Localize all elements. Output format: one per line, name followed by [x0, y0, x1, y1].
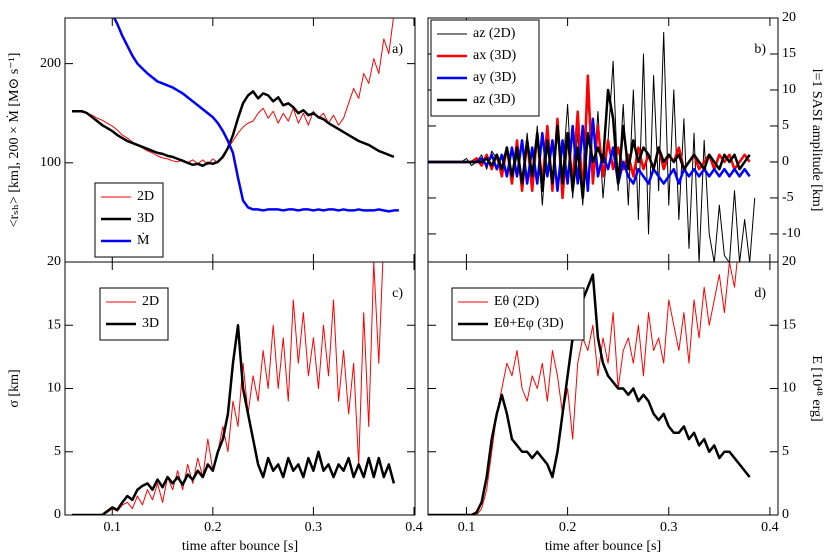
- legend-label: az (3D): [473, 92, 516, 107]
- x-tick-label: 0.2: [204, 520, 222, 535]
- legend: Eθ (2D) Eθ+Eφ (3D): [451, 287, 585, 341]
- y-tick-label: -10: [782, 226, 801, 241]
- series-line: [72, 324, 396, 515]
- plot-area: [72, 262, 396, 515]
- y-axis-label: σ [km]: [7, 369, 22, 407]
- legend-box: [99, 287, 169, 341]
- plot-area: [428, 262, 751, 515]
- series-line: [428, 273, 751, 515]
- y-tick-label: 20: [782, 254, 796, 269]
- y-tick-label: 5: [782, 118, 789, 133]
- y-tick-label: 15: [782, 317, 796, 332]
- series-line: [72, 18, 394, 166]
- y-tick-label: 5: [782, 444, 789, 459]
- legend-label: az (2D): [473, 26, 516, 41]
- legend-label: 3D: [142, 316, 159, 331]
- x-axis-label: time after bounce [s]: [545, 539, 661, 554]
- panel: 100 200 <rₛₕ> [km], 200 × Ṁ [M⊙ s⁻¹] a) 2D 3D…: [6, 17, 416, 263]
- series-line: [72, 90, 395, 168]
- plot-area: [428, 31, 756, 262]
- panel-label: b): [754, 42, 766, 57]
- y-axis-label: <rₛₕ> [km], 200 × Ṁ [M⊙ s⁻¹]: [6, 53, 22, 228]
- panel-label: d): [754, 286, 766, 301]
- x-tick-label: 0.3: [305, 520, 323, 535]
- y-axis-label: E [10⁴⁸ erg]: [809, 355, 824, 421]
- series-line: [428, 117, 751, 192]
- legend-label: ax (3D): [473, 48, 516, 63]
- series-line: [428, 262, 746, 515]
- series-line: [112, 18, 399, 213]
- panel: 0.1 0.2 0.3 0.4 0 5 10 15 20 σ [km] time after bou…: [7, 254, 423, 554]
- y-tick-label: 200: [40, 56, 61, 71]
- x-tick-label: 0.4: [761, 520, 779, 535]
- series-line: [72, 262, 384, 515]
- legend-label: Eθ+Eφ (3D): [494, 316, 564, 331]
- y-tick-label: 0: [782, 507, 789, 522]
- y-tick-label: 15: [782, 46, 796, 61]
- x-tick-label: 0.4: [405, 520, 423, 535]
- series-line: [428, 88, 751, 200]
- legend-label: Eθ (2D): [494, 294, 540, 309]
- x-tick-label: 0.2: [559, 520, 577, 535]
- y-tick-label: 10: [47, 381, 61, 396]
- legend-label: ay (3D): [473, 70, 516, 85]
- y-tick-label: 20: [47, 254, 61, 269]
- x-axis-label: time after bounce [s]: [182, 539, 298, 554]
- y-tick-label: 0: [54, 507, 61, 522]
- y-tick-label: 5: [54, 444, 61, 459]
- legend-label: Ṁ: [137, 232, 150, 248]
- legend-label: 2D: [137, 189, 154, 204]
- y-axis-label: l=1 SASI amplitude [km]: [809, 69, 824, 212]
- panel-label: c): [392, 286, 403, 301]
- y-tick-label: 20: [782, 10, 796, 25]
- legend: az (2D) ax (3D) ay (3D) az (3D): [430, 19, 540, 117]
- legend-box: [451, 287, 585, 341]
- y-tick-label: 10: [782, 381, 796, 396]
- panel: 0.1 0.2 0.3 0.40 5 10 15 20 E [10⁴⁸ erg] time aft…: [427, 254, 824, 554]
- legend: 2D 3D Ṁ: [94, 182, 164, 258]
- legend-label: 2D: [142, 294, 159, 309]
- x-tick-label: 0.1: [104, 520, 122, 535]
- y-tick-label: -5: [782, 190, 794, 205]
- x-tick-label: 0.1: [458, 520, 476, 535]
- y-tick-label: 100: [40, 155, 61, 170]
- y-tick-label: 10: [782, 82, 796, 97]
- panel: -10 -5 0 5 10 15 20 l=1 SASI amplitude [km] b) az…: [427, 10, 824, 263]
- legend-label: 3D: [137, 211, 154, 226]
- x-tick-label: 0.3: [660, 520, 678, 535]
- plot-area: [72, 18, 399, 213]
- panel-label: a): [392, 42, 403, 57]
- y-tick-label: 0: [782, 154, 789, 169]
- y-tick-label: 15: [47, 317, 61, 332]
